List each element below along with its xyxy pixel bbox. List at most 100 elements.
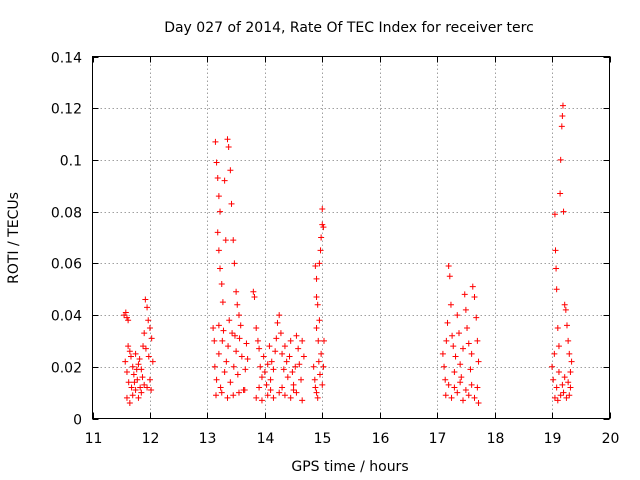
chart-title: Day 027 of 2014, Rate Of TEC Index for r… <box>164 20 534 36</box>
data-point <box>258 397 265 404</box>
data-point <box>471 293 478 300</box>
data-point <box>217 208 224 215</box>
data-point <box>277 330 284 337</box>
data-point <box>563 322 570 329</box>
data-point <box>465 392 472 399</box>
data-point <box>133 366 140 373</box>
data-point <box>122 309 129 316</box>
data-point <box>289 368 296 375</box>
x-tick-label: 17 <box>429 431 447 447</box>
data-point <box>274 319 281 326</box>
data-point <box>454 312 461 319</box>
data-point <box>312 262 319 269</box>
data-point <box>293 332 300 339</box>
data-point <box>298 376 305 383</box>
data-point <box>267 376 274 383</box>
data-point <box>299 397 306 404</box>
data-point <box>551 211 558 218</box>
data-point <box>312 384 319 391</box>
x-tick-label: 13 <box>199 431 217 447</box>
data-point <box>224 394 231 401</box>
data-point <box>129 363 136 370</box>
data-point <box>553 265 560 272</box>
data-point <box>217 384 224 391</box>
data-point <box>231 332 238 339</box>
data-point <box>123 314 130 321</box>
data-point <box>321 337 328 344</box>
data-point <box>142 345 149 352</box>
data-point <box>566 392 573 399</box>
data-point <box>215 350 222 357</box>
data-point <box>272 348 279 355</box>
data-point <box>238 353 245 360</box>
data-point <box>132 387 139 394</box>
x-tick-label: 16 <box>372 431 390 447</box>
y-tick-label: 0.04 <box>51 309 82 325</box>
data-point <box>146 376 153 383</box>
data-point <box>296 361 303 368</box>
data-point <box>213 376 220 383</box>
data-point <box>279 350 286 357</box>
data-point <box>310 363 317 370</box>
data-point <box>219 337 226 344</box>
data-point <box>148 335 155 342</box>
data-point <box>559 102 566 109</box>
data-point <box>135 394 142 401</box>
data-point <box>554 397 561 404</box>
data-point <box>559 381 566 388</box>
data-point <box>281 343 288 350</box>
data-point <box>457 361 464 368</box>
plot-frame <box>92 56 610 419</box>
data-point <box>148 387 155 394</box>
data-point <box>549 363 556 370</box>
data-point <box>552 247 559 254</box>
data-point <box>313 293 320 300</box>
data-point <box>211 363 218 370</box>
data-point <box>244 356 251 363</box>
data-point <box>264 361 271 368</box>
y-tick-labels: 0 0.02 0.04 0.06 0.08 0.1 0.12 0.14 <box>51 51 82 429</box>
data-point <box>230 392 237 399</box>
data-point <box>234 301 241 308</box>
data-point <box>293 389 300 396</box>
data-point <box>230 363 237 370</box>
data-point <box>460 345 467 352</box>
x-tick-label: 14 <box>257 431 275 447</box>
data-point <box>557 156 564 163</box>
data-point <box>219 299 226 306</box>
data-point <box>557 392 564 399</box>
data-point <box>218 281 225 288</box>
data-point <box>558 123 565 130</box>
data-point <box>560 208 567 215</box>
data-point <box>123 368 130 375</box>
data-point <box>253 394 260 401</box>
data-point <box>475 399 482 406</box>
data-point <box>465 340 472 347</box>
data-point <box>217 265 224 272</box>
data-point <box>443 337 450 344</box>
data-point <box>313 275 320 282</box>
data-point <box>318 234 325 241</box>
data-point <box>218 389 225 396</box>
data-point <box>276 389 283 396</box>
data-point <box>567 384 574 391</box>
data-point <box>551 350 558 357</box>
data-point <box>230 237 237 244</box>
data-point <box>554 325 561 331</box>
data-point <box>562 306 569 313</box>
data-point <box>565 337 572 344</box>
y-tick-label: 0.08 <box>51 206 82 222</box>
data-point <box>125 379 132 386</box>
y-tick-label: 0.1 <box>60 154 82 170</box>
data-point <box>566 350 573 357</box>
x-tick-label: 15 <box>314 431 332 447</box>
y-tick-label: 0 <box>73 413 82 429</box>
x-axis-label: GPS time / hours <box>291 459 408 475</box>
data-point <box>214 175 221 182</box>
data-point <box>229 330 236 337</box>
data-point <box>457 379 464 386</box>
data-point <box>256 345 263 352</box>
data-point <box>555 343 562 350</box>
data-point <box>460 397 467 404</box>
